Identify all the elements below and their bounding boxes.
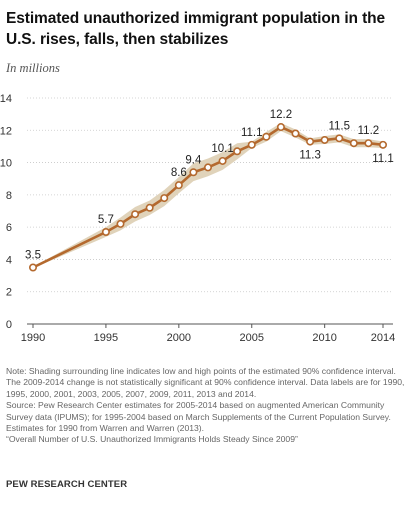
data-label: 11.1 [372, 153, 394, 165]
data-point [218, 156, 227, 165]
series-line [32, 125, 384, 269]
x-tick-label: 1995 [94, 332, 118, 344]
data-point [349, 139, 358, 148]
data-point [204, 163, 213, 172]
brand-logo-text: PEW RESEARCH CENTER [6, 479, 128, 490]
data-point [247, 140, 256, 149]
y-tick-label: 2 [6, 287, 12, 299]
x-tick-label: 2005 [240, 332, 264, 344]
data-point [174, 181, 183, 190]
data-label-layer: 3.5 5.7 8.69.4 10.1 11.1 12.2 11.3 11.5 11.2 11.1 [25, 109, 394, 261]
data-label: 8.6 [171, 167, 187, 179]
series-line-layer [32, 125, 384, 269]
axis-layer: 0 2 4 6 8 10 12 14 1990 1995 2000 2005 2010 2014 [0, 93, 395, 344]
y-tick-label: 6 [6, 222, 12, 234]
data-label: 11.5 [328, 120, 350, 132]
confidence-band-layer [33, 123, 383, 269]
data-label: 12.2 [270, 109, 292, 121]
chart-subtitle: In millions [6, 61, 60, 75]
chart-title: Estimated unauthorized immigrant populat… [6, 10, 386, 48]
y-tick-label: 12 [0, 125, 12, 137]
data-point [291, 129, 300, 138]
y-tick-label: 14 [0, 93, 12, 105]
data-point [320, 135, 329, 144]
data-point [145, 203, 154, 212]
y-tick-label: 0 [6, 319, 12, 331]
data-point [364, 139, 373, 148]
data-label: 5.7 [98, 214, 114, 226]
data-point [131, 210, 140, 219]
source-text: Source: Pew Research Center estimates fo… [6, 400, 391, 434]
x-tick-label: 2000 [167, 332, 191, 344]
data-point [101, 227, 110, 236]
y-tick-label: 4 [6, 254, 12, 266]
data-point [189, 168, 198, 177]
note-text: Note: Shading surrounding line indicates… [6, 366, 405, 399]
report-title: “Overall Number of U.S. Unauthorized Imm… [6, 434, 298, 445]
line-chart: 3.5 5.7 8.69.4 10.1 11.1 12.2 11.3 11.5 11.2 11.1… [0, 93, 395, 344]
data-label: 10.1 [211, 143, 233, 155]
data-point-layer [28, 123, 387, 272]
data-point [116, 219, 125, 228]
data-label: 9.4 [185, 154, 202, 166]
chart-notes: Note: Shading surrounding line indicates… [6, 366, 410, 446]
x-tick-label: 1990 [21, 332, 45, 344]
data-point [233, 147, 242, 156]
data-label: 11.3 [299, 150, 321, 162]
x-tick-label: 2014 [371, 332, 395, 344]
data-point [335, 134, 344, 143]
data-point [160, 194, 169, 203]
confidence-band [33, 123, 383, 269]
data-point [28, 263, 37, 272]
y-tick-label: 10 [0, 158, 12, 170]
data-label: 3.5 [25, 250, 41, 262]
data-point [276, 123, 285, 132]
data-label: 11.1 [241, 127, 263, 139]
x-tick-label: 2010 [312, 332, 336, 344]
data-label: 11.2 [358, 125, 380, 137]
data-point [378, 140, 387, 149]
y-tick-label: 8 [6, 190, 12, 202]
data-point [306, 137, 315, 146]
data-point [262, 132, 271, 141]
